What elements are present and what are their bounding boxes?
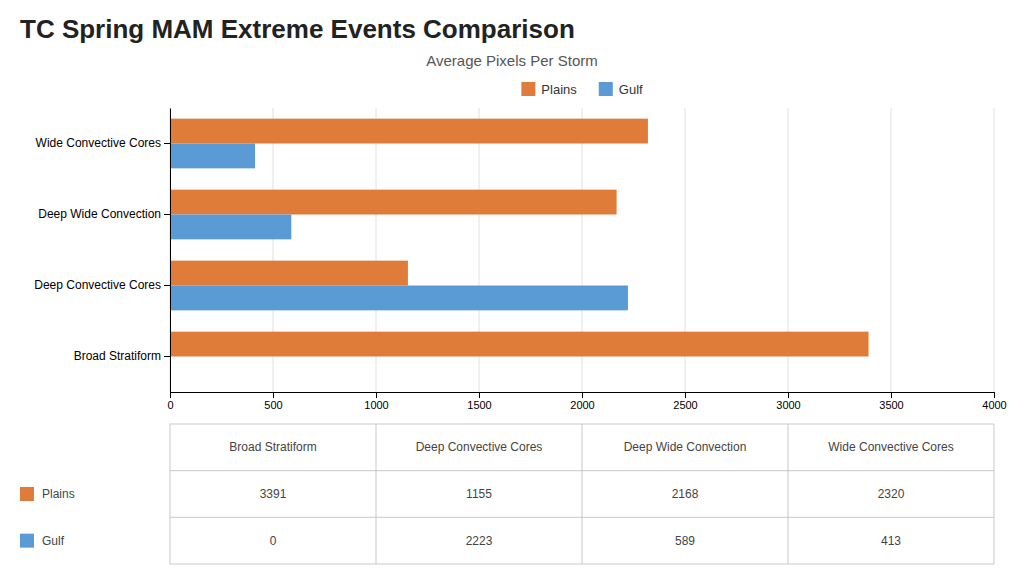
- x-tick: 2000: [570, 392, 594, 411]
- x-tick-label: 1000: [364, 399, 388, 411]
- table: Broad Stratiform Deep Convective Cores Dee…: [20, 424, 994, 564]
- table-cell: 589: [675, 534, 695, 548]
- chart: TC Spring MAM Extreme Events Comparison A…: [0, 0, 1024, 576]
- y-tick: Wide Convective Cores: [36, 136, 170, 150]
- x-tick-mark: [891, 392, 892, 398]
- y-tick-mark: [164, 214, 170, 215]
- x-tick-label: 0: [167, 399, 173, 411]
- table-border: [376, 424, 377, 564]
- x-tick: 0: [167, 392, 173, 411]
- x-tick-label: 2000: [570, 399, 594, 411]
- x-tick-mark: [273, 392, 274, 398]
- table-cell: 2223: [466, 534, 493, 548]
- legend-swatch: [599, 82, 613, 96]
- y-tick: Deep Wide Convection: [38, 207, 170, 221]
- table-header: Deep Wide Convection: [624, 440, 747, 454]
- y-tick-label: Wide Convective Cores: [36, 136, 161, 150]
- table-border: [170, 424, 171, 564]
- table-border: [582, 424, 583, 564]
- x-tick: 2500: [673, 392, 697, 411]
- bar: [170, 286, 628, 311]
- y-axis-line: [170, 109, 171, 393]
- x-tick-mark: [479, 392, 480, 398]
- x-tick: 4000: [982, 392, 1006, 411]
- table-row-label: Gulf: [42, 534, 65, 548]
- legend-swatch: [521, 82, 535, 96]
- bars: [170, 119, 869, 357]
- x-tick-mark: [685, 392, 686, 398]
- y-axis: Wide Convective Cores Deep Wide Convectio…: [34, 109, 170, 393]
- bar: [170, 144, 255, 169]
- table-border: [994, 424, 995, 564]
- y-tick-mark: [164, 143, 170, 144]
- x-tick-label: 500: [264, 399, 282, 411]
- table-cell: 0: [270, 534, 277, 548]
- y-tick-mark: [164, 356, 170, 357]
- x-tick: 3500: [879, 392, 903, 411]
- bar: [170, 261, 408, 286]
- legend-item: Plains: [521, 82, 577, 97]
- x-tick-label: 3500: [879, 399, 903, 411]
- x-tick-mark: [170, 392, 171, 398]
- grid: [170, 108, 994, 392]
- x-tick-mark: [994, 392, 995, 398]
- y-tick: Broad Stratiform: [74, 349, 170, 363]
- table-swatch: [20, 534, 34, 548]
- table-row-label: Plains: [42, 487, 75, 501]
- y-tick-label: Deep Wide Convection: [38, 207, 161, 221]
- x-tick-label: 2500: [673, 399, 697, 411]
- bar: [170, 119, 648, 144]
- title: TC Spring MAM Extreme Events Comparison: [20, 14, 575, 44]
- bar: [170, 215, 291, 240]
- table-cell: 2168: [672, 487, 699, 501]
- grid-line: [994, 108, 995, 392]
- x-tick: 500: [264, 392, 282, 411]
- x-tick-label: 3000: [776, 399, 800, 411]
- legend-label: Gulf: [619, 82, 643, 97]
- bar: [170, 332, 869, 357]
- table-header: Broad Stratiform: [229, 440, 316, 454]
- table-cell: 2320: [878, 487, 905, 501]
- table-cell: 3391: [260, 487, 287, 501]
- legend-label: Plains: [541, 82, 577, 97]
- grid-line: [891, 108, 892, 392]
- x-tick-mark: [582, 392, 583, 398]
- bar: [170, 190, 617, 215]
- x-tick-mark: [376, 392, 377, 398]
- table-swatch: [20, 487, 34, 501]
- table-cell: 413: [881, 534, 901, 548]
- y-tick: Deep Convective Cores: [34, 278, 170, 292]
- x-tick-mark: [788, 392, 789, 398]
- x-axis: 0 500 1000 1500 2000 2500 3000 3500 4000: [167, 392, 1006, 411]
- x-tick-label: 1500: [467, 399, 491, 411]
- x-axis-line: [171, 393, 995, 399]
- x-tick-label: 4000: [982, 399, 1006, 411]
- y-tick-mark: [164, 285, 170, 286]
- table-header: Wide Convective Cores: [828, 440, 953, 454]
- grid-line: [170, 108, 171, 392]
- legend: Plains Gulf: [521, 82, 643, 97]
- x-tick: 3000: [776, 392, 800, 411]
- table-header: Deep Convective Cores: [416, 440, 543, 454]
- legend-item: Gulf: [599, 82, 643, 97]
- table-border: [788, 424, 789, 564]
- y-tick-label: Broad Stratiform: [74, 349, 161, 363]
- x-tick: 1000: [364, 392, 388, 411]
- subtitle: Average Pixels Per Storm: [426, 52, 597, 69]
- y-tick-label: Deep Convective Cores: [34, 278, 161, 292]
- table-cell: 1155: [466, 487, 492, 501]
- x-tick: 1500: [467, 392, 491, 411]
